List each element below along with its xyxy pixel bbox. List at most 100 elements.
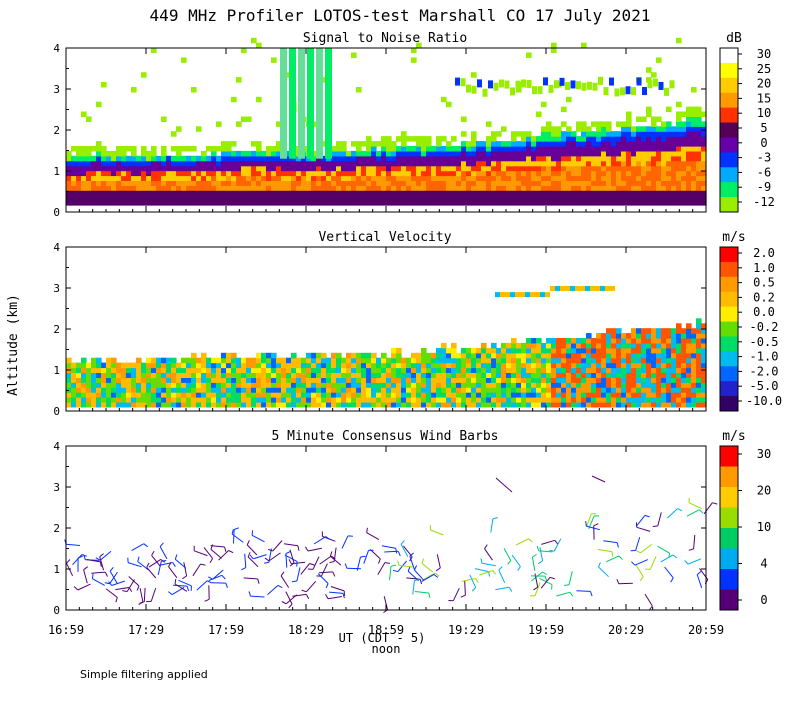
- snr-cell: [616, 166, 622, 172]
- snr-cell: [511, 161, 517, 167]
- vv-cell: [236, 363, 242, 369]
- vv-cell: [126, 373, 132, 379]
- vv-cell: [631, 397, 637, 403]
- vv-cell: [671, 353, 677, 359]
- vv-cell: [566, 348, 572, 354]
- vv-cell: [416, 353, 422, 359]
- vv-cell: [651, 382, 657, 388]
- snr-cell: [671, 141, 677, 147]
- wind-barb: [556, 592, 570, 596]
- snr-cell: [676, 180, 682, 186]
- snr-cell: [521, 131, 527, 137]
- snr-cell: [336, 151, 342, 157]
- snr-cell: [571, 176, 577, 182]
- vv-cell: [271, 353, 277, 359]
- snr-cell: [676, 112, 682, 118]
- snr-cell: [296, 166, 302, 172]
- snr-cell: [231, 190, 237, 196]
- wind-barb: [667, 509, 677, 518]
- vv-cell: [106, 363, 112, 369]
- snr-cell: [141, 161, 147, 167]
- snr-cell: [86, 166, 92, 172]
- snr-cell: [466, 200, 472, 206]
- snr-cell: [241, 151, 247, 157]
- snr-cell: [421, 180, 427, 186]
- vv-cell: [426, 353, 432, 359]
- vv-cell: [466, 353, 472, 359]
- wind-barb-flag: [289, 559, 291, 564]
- snr-cell: [541, 161, 547, 167]
- vv-cell: [251, 402, 257, 408]
- vv-cell: [401, 358, 407, 364]
- vv-cell: [321, 377, 327, 383]
- vv-cell: [436, 363, 442, 369]
- vv-cell: [66, 377, 72, 383]
- wind-barb-flag: [673, 555, 677, 558]
- vv-cell: [106, 368, 112, 374]
- snr-cell: [626, 151, 632, 157]
- vv-cell: [651, 373, 657, 379]
- snr-cell: [381, 200, 387, 206]
- snr-cell: [581, 176, 587, 182]
- vv-cell: [171, 402, 177, 408]
- snr-cell: [631, 176, 637, 182]
- snr-cell: [376, 151, 382, 157]
- vv-cell: [401, 387, 407, 393]
- vv-cell: [86, 382, 92, 388]
- vv-cell: [671, 338, 677, 344]
- snr-cell: [431, 180, 437, 186]
- vv-cell: [431, 353, 437, 359]
- snr-cell: [251, 141, 257, 147]
- snr-cell: [436, 151, 442, 157]
- vv-cell: [246, 382, 252, 388]
- snr-cell: [621, 151, 627, 157]
- snr-cell: [496, 146, 502, 152]
- vv-cell: [286, 358, 292, 364]
- snr-cell: [181, 171, 187, 177]
- vv-cell: [581, 387, 587, 393]
- snr-cell: [531, 166, 537, 172]
- vv-cell: [306, 373, 312, 379]
- snr-cell: [506, 166, 512, 172]
- snr-cell: [76, 166, 82, 172]
- snr-cell: [121, 166, 127, 172]
- wind-barb: [577, 591, 591, 592]
- vv-cell: [656, 373, 662, 379]
- snr-cell: [516, 151, 522, 157]
- snr-cell: [496, 190, 502, 196]
- vv-cell: [211, 377, 217, 383]
- snr-cell: [181, 180, 187, 186]
- wind-barb: [284, 544, 298, 546]
- vv-cell: [456, 373, 462, 379]
- vv-cell: [546, 387, 552, 393]
- vv-cell: [301, 392, 307, 398]
- vv-cell: [286, 373, 292, 379]
- snr-cell: [211, 176, 217, 182]
- vv-cell: [86, 377, 92, 383]
- vv-cell: [516, 353, 522, 359]
- snr-cell: [481, 200, 487, 206]
- snr-cell: [501, 126, 507, 132]
- snr-cell: [276, 185, 282, 191]
- snr-cell: [351, 190, 357, 196]
- snr-cell: [541, 190, 547, 196]
- vv-cell: [571, 373, 577, 379]
- snr-cell: [581, 136, 587, 142]
- snr-cell: [371, 180, 377, 186]
- snr-cell: [541, 146, 547, 152]
- vv-cell: [176, 373, 182, 379]
- snr-cell: [321, 161, 327, 167]
- vv-cell: [226, 358, 232, 364]
- snr-cell: [201, 161, 207, 167]
- vv-cell: [536, 402, 542, 408]
- vv-cell: [276, 377, 282, 383]
- snr-cell: [651, 117, 657, 123]
- vv-cell: [336, 392, 342, 398]
- vv-cell: [501, 358, 507, 364]
- vv-cell: [326, 397, 332, 403]
- vv-cell: [466, 373, 472, 379]
- snr-cell: [516, 180, 522, 186]
- vv-cell: [501, 397, 507, 403]
- vv-cell: [376, 363, 382, 369]
- snr-cell: [331, 171, 337, 177]
